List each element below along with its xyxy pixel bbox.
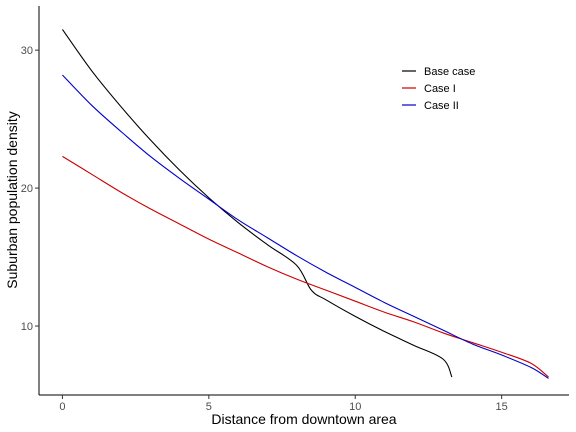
y-tick-label: 20 xyxy=(21,183,33,195)
x-tick-label: 5 xyxy=(206,401,212,413)
legend-label-case-ii: Case II xyxy=(424,100,459,112)
legend-label-base-case: Base case xyxy=(424,66,475,78)
x-tick-label: 10 xyxy=(349,401,361,413)
legend: Base case Case I Case II xyxy=(402,66,475,112)
legend-label-case-i: Case I xyxy=(424,83,456,95)
x-tick-label: 15 xyxy=(496,401,508,413)
y-axis-title: Suburban population density xyxy=(4,111,20,288)
series-group xyxy=(61,29,549,379)
series-line-base-case xyxy=(61,29,453,378)
y-ticks: 10 20 30 xyxy=(21,45,39,333)
y-tick-label: 10 xyxy=(21,321,33,333)
y-tick-label: 30 xyxy=(21,45,33,57)
x-ticks: 0 5 10 15 xyxy=(59,395,508,413)
axes xyxy=(38,6,569,396)
series-line-case-i xyxy=(62,155,549,378)
x-tick-label: 0 xyxy=(59,401,65,413)
x-axis-title: Distance from downtown area xyxy=(211,411,396,427)
series-line-case-ii xyxy=(62,74,549,379)
